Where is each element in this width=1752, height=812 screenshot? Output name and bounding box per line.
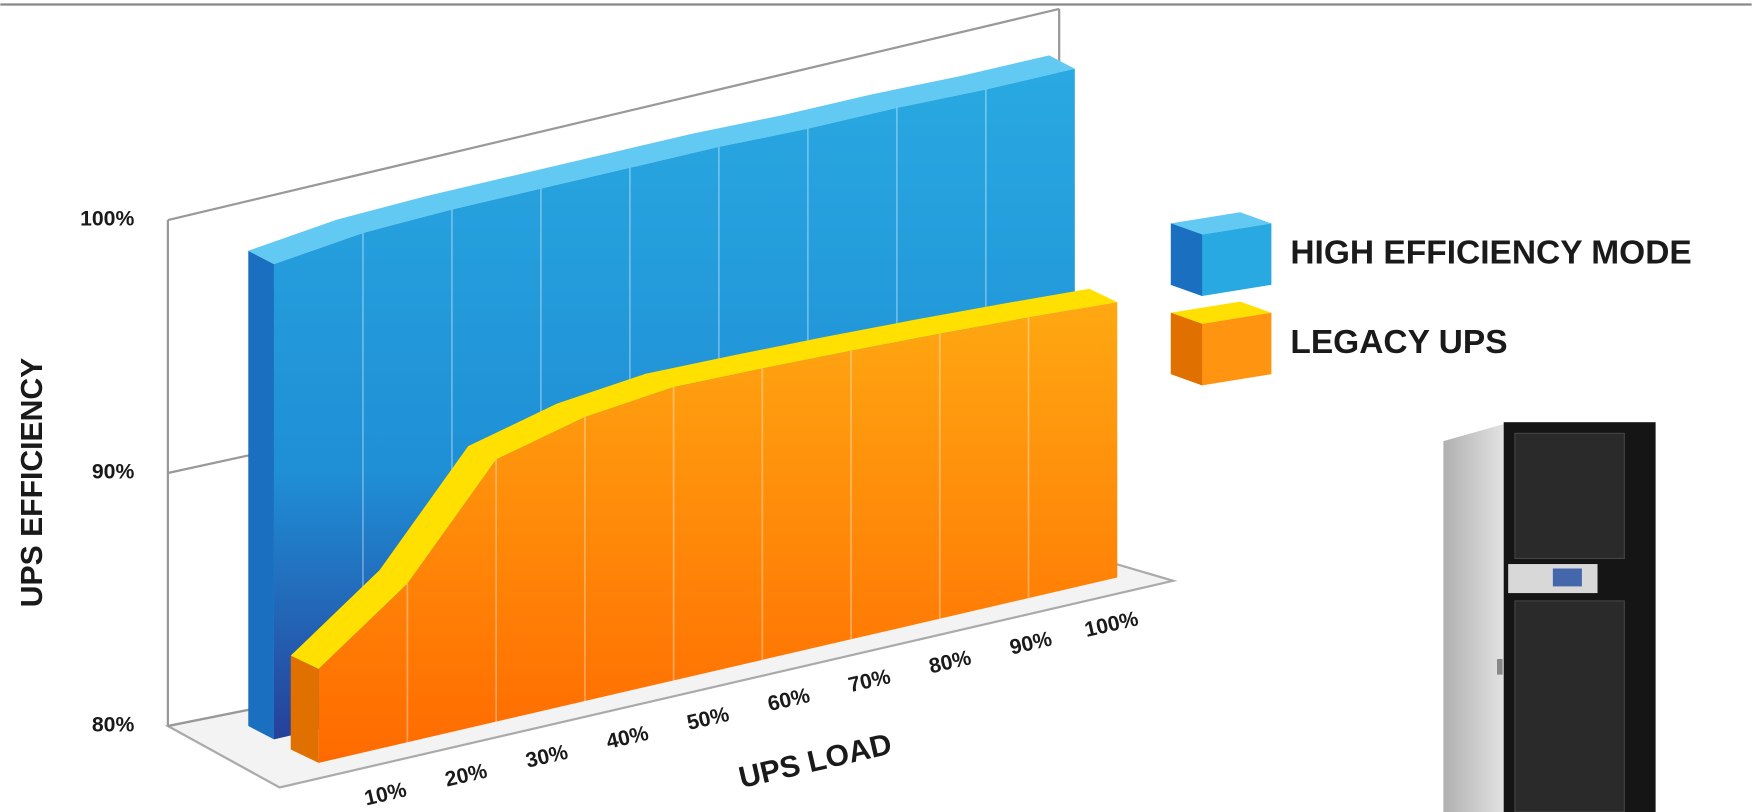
legend-label: HIGH EFFICIENCY MODE <box>1290 235 1691 272</box>
y-tick-label: 90% <box>92 461 135 484</box>
x-tick-label: 100% <box>1082 607 1140 642</box>
top-face <box>248 55 1075 265</box>
x-tick-label: 90% <box>1008 627 1055 659</box>
x-tick-label: 70% <box>846 665 893 697</box>
x-axis-title: UPS LOAD <box>736 728 895 795</box>
legend-swatch-top <box>1170 212 1272 235</box>
y-tick-label: 80% <box>92 714 135 737</box>
legend-swatch-top <box>1170 301 1272 324</box>
side-face <box>248 250 274 740</box>
y-axis-title: UPS EFFICIENCY <box>16 358 49 608</box>
area <box>318 302 1118 763</box>
grid-line <box>167 7 1060 222</box>
x-tick-label: 50% <box>685 703 732 735</box>
legend-swatch-side <box>1170 223 1203 296</box>
top-face <box>290 288 1118 670</box>
x-tick-label: 40% <box>604 722 651 754</box>
side-face <box>290 655 319 763</box>
x-tick-label: 30% <box>524 741 571 773</box>
x-tick-label: 20% <box>443 760 490 792</box>
x-tick-label: 80% <box>927 646 974 678</box>
y-tick-label: 100% <box>80 208 134 231</box>
legend-swatch-side <box>1170 312 1203 386</box>
x-tick-label: 10% <box>362 778 409 810</box>
ups-cabinet <box>1443 422 1656 812</box>
legend-label: LEGACY UPS <box>1290 324 1507 361</box>
x-tick-label: 60% <box>766 684 813 716</box>
